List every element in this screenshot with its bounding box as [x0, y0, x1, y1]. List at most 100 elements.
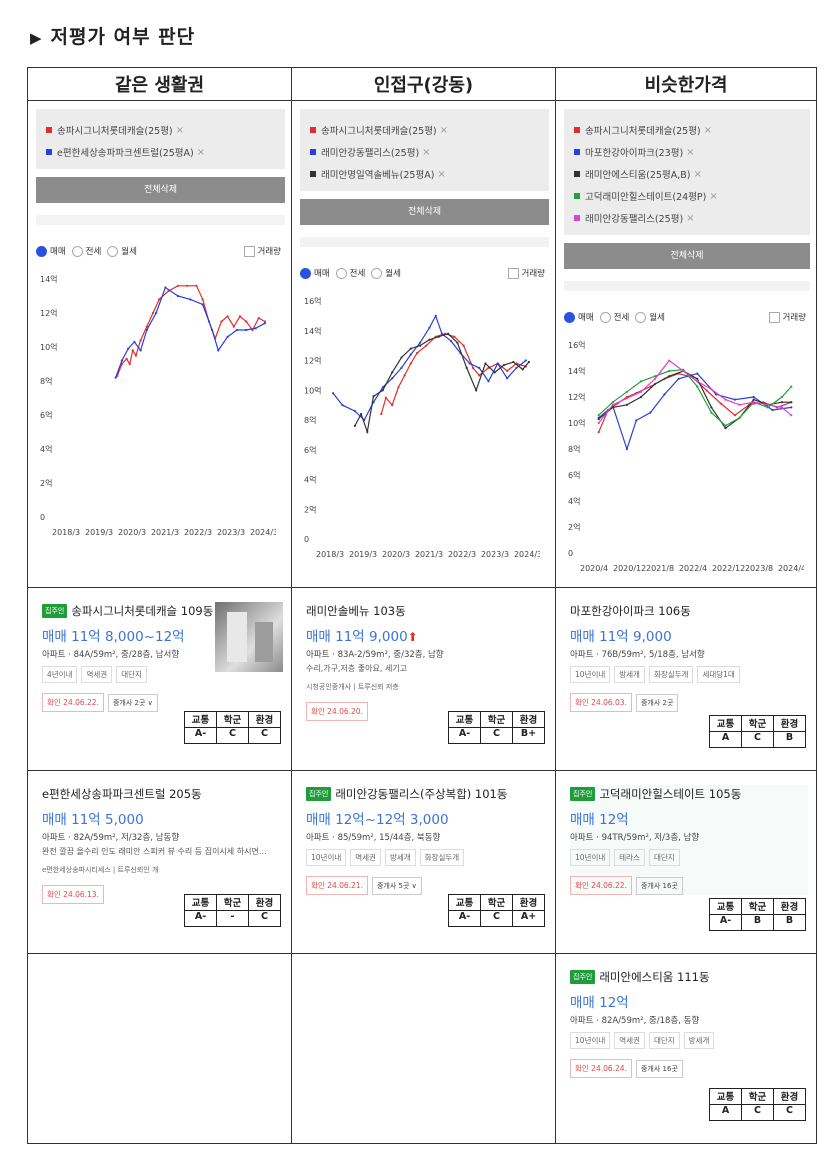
data-point: [131, 349, 134, 352]
data-point: [139, 349, 142, 352]
remove-icon[interactable]: ×: [709, 190, 718, 202]
remove-icon[interactable]: ×: [196, 146, 206, 158]
y-tick-label: 6억: [40, 410, 52, 420]
remove-icon[interactable]: ×: [437, 168, 446, 180]
data-point: [625, 447, 628, 451]
listing-card[interactable]: 집주인 래미안에스티움 111동 매매 12억 아파트 · 82A/59m², 중/1…: [570, 968, 808, 1078]
volume-toggle[interactable]: 거래량: [768, 311, 806, 323]
radio-button[interactable]: [36, 245, 47, 257]
data-point: [780, 395, 783, 399]
radio-button[interactable]: [371, 267, 383, 279]
listing-title[interactable]: 마포한강아이파크 106동: [570, 604, 691, 618]
radio-button[interactable]: [71, 245, 83, 257]
remove-icon[interactable]: ×: [693, 168, 702, 180]
listing-card[interactable]: 집주인 고덕래미안힐스테이트 105동 매매 12억 아파트 · 94TR/59m²,…: [570, 785, 808, 895]
listing-price: 매매 11억 9,000: [570, 625, 808, 645]
data-point: [453, 335, 456, 338]
data-point: [654, 375, 657, 378]
data-point: [668, 375, 671, 378]
radio-button[interactable]: [635, 311, 647, 323]
data-point: [360, 412, 363, 416]
x-tick-label: 2020/4: [580, 564, 608, 573]
radio-button[interactable]: [599, 311, 611, 323]
radio-button[interactable]: [564, 311, 575, 323]
data-point: [409, 353, 412, 356]
x-tick-label: 2019/3: [349, 550, 377, 559]
listing-card[interactable]: 집주인 송파시그니처롯데캐슬 109동 매매 11억 8,000~12억 아파트 · …: [42, 602, 283, 712]
color-swatch: [574, 149, 580, 155]
radio-button[interactable]: [107, 245, 119, 257]
data-point: [625, 397, 628, 400]
y-tick-label: 12억: [304, 356, 322, 366]
checkbox[interactable]: [243, 245, 255, 257]
x-tick-label: 2024/3: [250, 528, 276, 537]
score-value: B+: [512, 727, 545, 744]
remove-icon[interactable]: ×: [703, 124, 713, 136]
clear-all-button[interactable]: 전체삭제: [36, 177, 285, 203]
price-up-icon: ⬆: [407, 630, 418, 644]
listing-card[interactable]: 마포한강아이파크 106동 매매 11억 9,000 아파트 · 76B/59m²,…: [570, 602, 808, 712]
data-point: [128, 362, 131, 366]
radio-button[interactable]: [335, 267, 347, 279]
listing-spec: 아파트 · 94TR/59m², 저/3층, 남향: [570, 833, 700, 843]
agents-dropdown-button[interactable]: 중개사 16곳: [635, 876, 683, 895]
data-point: [635, 419, 638, 422]
clear-all-button[interactable]: 전체삭제: [564, 243, 810, 269]
y-tick-label: 12억: [568, 392, 586, 402]
listing-title[interactable]: 송파시그니처롯데캐슬 109동: [71, 604, 214, 618]
listing-card[interactable]: 집주인 래미안강동팰리스(주상복합) 101동 매매 12억~12억 3,000 아파…: [306, 785, 547, 895]
listing-title[interactable]: 고덕래미안힐스테이트 105동: [599, 787, 742, 801]
volume-toggle[interactable]: 거래량: [507, 267, 545, 279]
listing-title[interactable]: 래미안에스티움 111동: [599, 970, 710, 984]
data-point: [639, 380, 643, 383]
remove-icon[interactable]: ×: [686, 146, 695, 158]
data-point: [682, 369, 685, 373]
remove-icon[interactable]: ×: [175, 124, 185, 136]
data-point: [506, 369, 509, 372]
color-swatch: [310, 171, 316, 177]
agents-dropdown-button[interactable]: 중개사 5곳 ∨: [371, 876, 422, 895]
data-point: [226, 335, 229, 338]
series-line: [598, 372, 792, 451]
remove-icon[interactable]: ×: [439, 124, 449, 136]
checkbox[interactable]: [768, 311, 780, 323]
volume-toggle[interactable]: 거래량: [243, 245, 281, 257]
radio-button[interactable]: [300, 267, 311, 279]
listing-title[interactable]: e편한세상송파파크센트럴 205동: [42, 787, 202, 801]
listing-photo[interactable]: [215, 602, 283, 672]
data-point: [384, 396, 387, 399]
data-point: [611, 403, 614, 406]
tag-list: 10년이내 역세권 대단지 방세개: [570, 1032, 808, 1049]
data-point: [478, 366, 481, 369]
owner-badge: 집주인: [306, 787, 332, 801]
agents-dropdown-button[interactable]: 중개사 16곳: [635, 1059, 683, 1078]
data-point: [715, 393, 718, 396]
compare-item-label: 송파시그니처롯데캐슬(25평): [585, 126, 701, 137]
listing-footer: 확인 24.06.03. 중개사 2곳: [570, 693, 808, 712]
agents-dropdown-button[interactable]: 중개사 2곳: [635, 693, 679, 712]
data-point: [366, 430, 369, 433]
score-header: 교통: [709, 898, 742, 915]
listing-card[interactable]: e편한세상송파파크센트럴 205동 매매 11억 5,000 아파트 · 82A/5…: [42, 785, 283, 904]
color-swatch: [310, 127, 316, 133]
checkbox[interactable]: [507, 267, 519, 279]
score-table: 교통 학군 환경 A- C B+: [448, 711, 545, 744]
clear-all-button[interactable]: 전체삭제: [300, 199, 549, 225]
listing-title[interactable]: 래미안솔베뉴 103동: [306, 604, 406, 618]
feature-tag: 대단지: [648, 849, 680, 866]
data-point: [471, 366, 475, 369]
compare-item-label: 송파시그니처롯데캐슬(25평): [321, 126, 437, 137]
data-point: [341, 404, 344, 407]
remove-icon[interactable]: ×: [422, 146, 431, 158]
data-point: [752, 395, 755, 399]
data-point: [114, 376, 117, 379]
x-tick-label: 2020/3: [118, 528, 146, 537]
x-tick-label: 2024/3: [514, 550, 540, 559]
confirm-date: 확인 24.06.24.: [570, 1059, 632, 1078]
listing-title-line: e편한세상송파파크센트럴 205동: [42, 785, 283, 803]
listing-title[interactable]: 래미안강동팰리스(주상복합) 101동: [335, 787, 508, 801]
divider: [564, 281, 810, 291]
agents-dropdown-button[interactable]: 중개사 2곳 ∨: [107, 693, 158, 712]
listing-card[interactable]: 래미안솔베뉴 103동 매매 11억 9,000⬆ 아파트 · 83A-2/59m²…: [306, 602, 547, 721]
remove-icon[interactable]: ×: [686, 212, 695, 224]
